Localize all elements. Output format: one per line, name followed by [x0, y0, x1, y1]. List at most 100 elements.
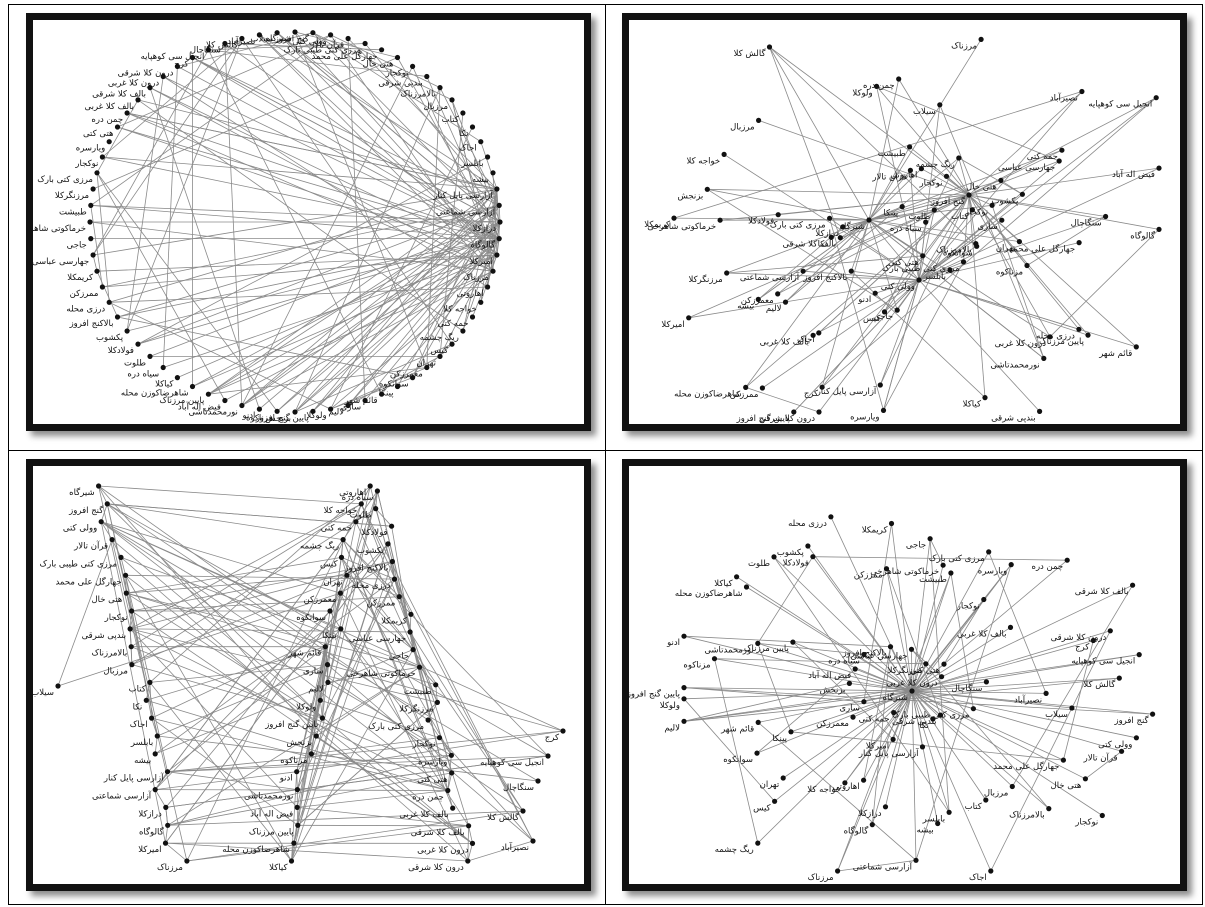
network-node [391, 576, 398, 582]
network-edge [341, 557, 348, 576]
network-node [358, 501, 364, 507]
node-label: جهارسی عباسی [850, 651, 907, 661]
network-edge [324, 646, 328, 665]
network-edge [898, 78, 970, 196]
network-edge [342, 521, 357, 540]
node-label: معمرزکن [741, 296, 774, 306]
node-label: کریمکلا [381, 616, 408, 626]
node-label: سیاه دره [828, 657, 860, 667]
node-label: تهران [996, 244, 1016, 254]
panel-radial-layout: شیرگاه گنج افروز وولی کتی قرآن تالار مرزی کت… [606, 451, 1204, 906]
node-label: خرماکوتی شاهرخی [347, 669, 416, 679]
network-edge [1049, 229, 1160, 338]
node-label: اهاروتی [339, 488, 366, 498]
network-node [1090, 637, 1096, 644]
network-edge [911, 690, 934, 720]
node-label: ساری [303, 667, 323, 677]
network-edge [98, 485, 326, 648]
node-label: کریمکلا [67, 273, 94, 283]
network-edge [155, 649, 414, 755]
network-edge [151, 717, 299, 826]
network-edge [1000, 180, 1023, 195]
node-label: طبیشت [59, 207, 87, 217]
network-edge [851, 270, 920, 281]
network-node [317, 697, 323, 703]
node-label: نورمحمدتاشی [704, 645, 753, 655]
node-label: انجیل سی کوهپایه [1071, 657, 1135, 667]
network-node [1103, 213, 1109, 220]
network-node [909, 688, 915, 694]
network-node [755, 840, 761, 846]
node-label: اجاک [459, 144, 477, 154]
network-node [410, 63, 416, 69]
network-edge [467, 840, 534, 862]
network-edge [918, 97, 1157, 281]
node-label: مرزی کتی بارک [368, 722, 424, 732]
network-node [99, 154, 105, 160]
network-node [353, 519, 359, 525]
node-label: قائم شهر [343, 396, 377, 406]
network-edge [409, 631, 414, 650]
network-node [530, 838, 536, 844]
network-node [681, 696, 687, 702]
network-edge [241, 188, 498, 406]
network-edge [911, 627, 1011, 692]
network-node [436, 735, 443, 741]
node-label: آزارسی پایل کنار [858, 747, 919, 759]
network-node [894, 307, 900, 313]
network-node [338, 554, 345, 560]
node-label: بزنجش [265, 414, 291, 424]
network-edge [911, 690, 987, 801]
network-edge [316, 666, 420, 737]
network-node [819, 384, 825, 390]
network-node [485, 154, 491, 160]
network-node [449, 97, 455, 103]
network-edge [840, 219, 870, 239]
network-edge [918, 209, 935, 281]
network-edge [322, 578, 395, 719]
node-label: مرزنگرکلا [399, 703, 433, 714]
network-edge [884, 194, 970, 313]
network-edge [439, 737, 534, 842]
network-edge [154, 539, 344, 790]
node-label: مرزی کتی طیبی بارک [40, 559, 117, 569]
network-node [982, 395, 988, 401]
network-edge [102, 38, 243, 158]
network-node [1119, 748, 1125, 754]
network-edge [107, 503, 392, 527]
node-label: مرزی کتی طیبی بارک [882, 264, 959, 274]
network-node [881, 309, 888, 315]
network-edge [154, 789, 167, 808]
network-node [788, 729, 794, 735]
network-edge [769, 46, 841, 238]
network-node [704, 186, 710, 192]
node-label: کیاکلا [155, 380, 174, 390]
node-label: سنگاچال [951, 683, 982, 694]
network-edge [149, 87, 494, 272]
network-edge [311, 737, 440, 755]
network-edge [757, 643, 792, 732]
network-edge [120, 557, 469, 862]
network-edge [793, 279, 920, 413]
network-edge [157, 735, 539, 782]
network-edge [911, 551, 990, 692]
node-label: کیس [320, 559, 338, 569]
network-edge [92, 254, 98, 272]
node-label: کیاکلا [963, 400, 982, 410]
node-label: ولوکلا [852, 88, 872, 98]
network-node [389, 558, 395, 565]
network-edge [100, 503, 108, 522]
network-node [448, 752, 454, 758]
node-label: هتی کتی [909, 666, 940, 676]
network-edge [745, 387, 820, 413]
network-node [1043, 690, 1049, 696]
network-edge [259, 34, 498, 190]
network-edge [330, 270, 494, 410]
network-node [149, 715, 155, 721]
network-edge [341, 557, 395, 580]
node-label: مزناکوه [246, 413, 273, 423]
network-node [890, 736, 896, 742]
network-node [410, 647, 416, 653]
network-node [222, 40, 228, 47]
node-label: بالف کلا شرقی [92, 90, 146, 100]
